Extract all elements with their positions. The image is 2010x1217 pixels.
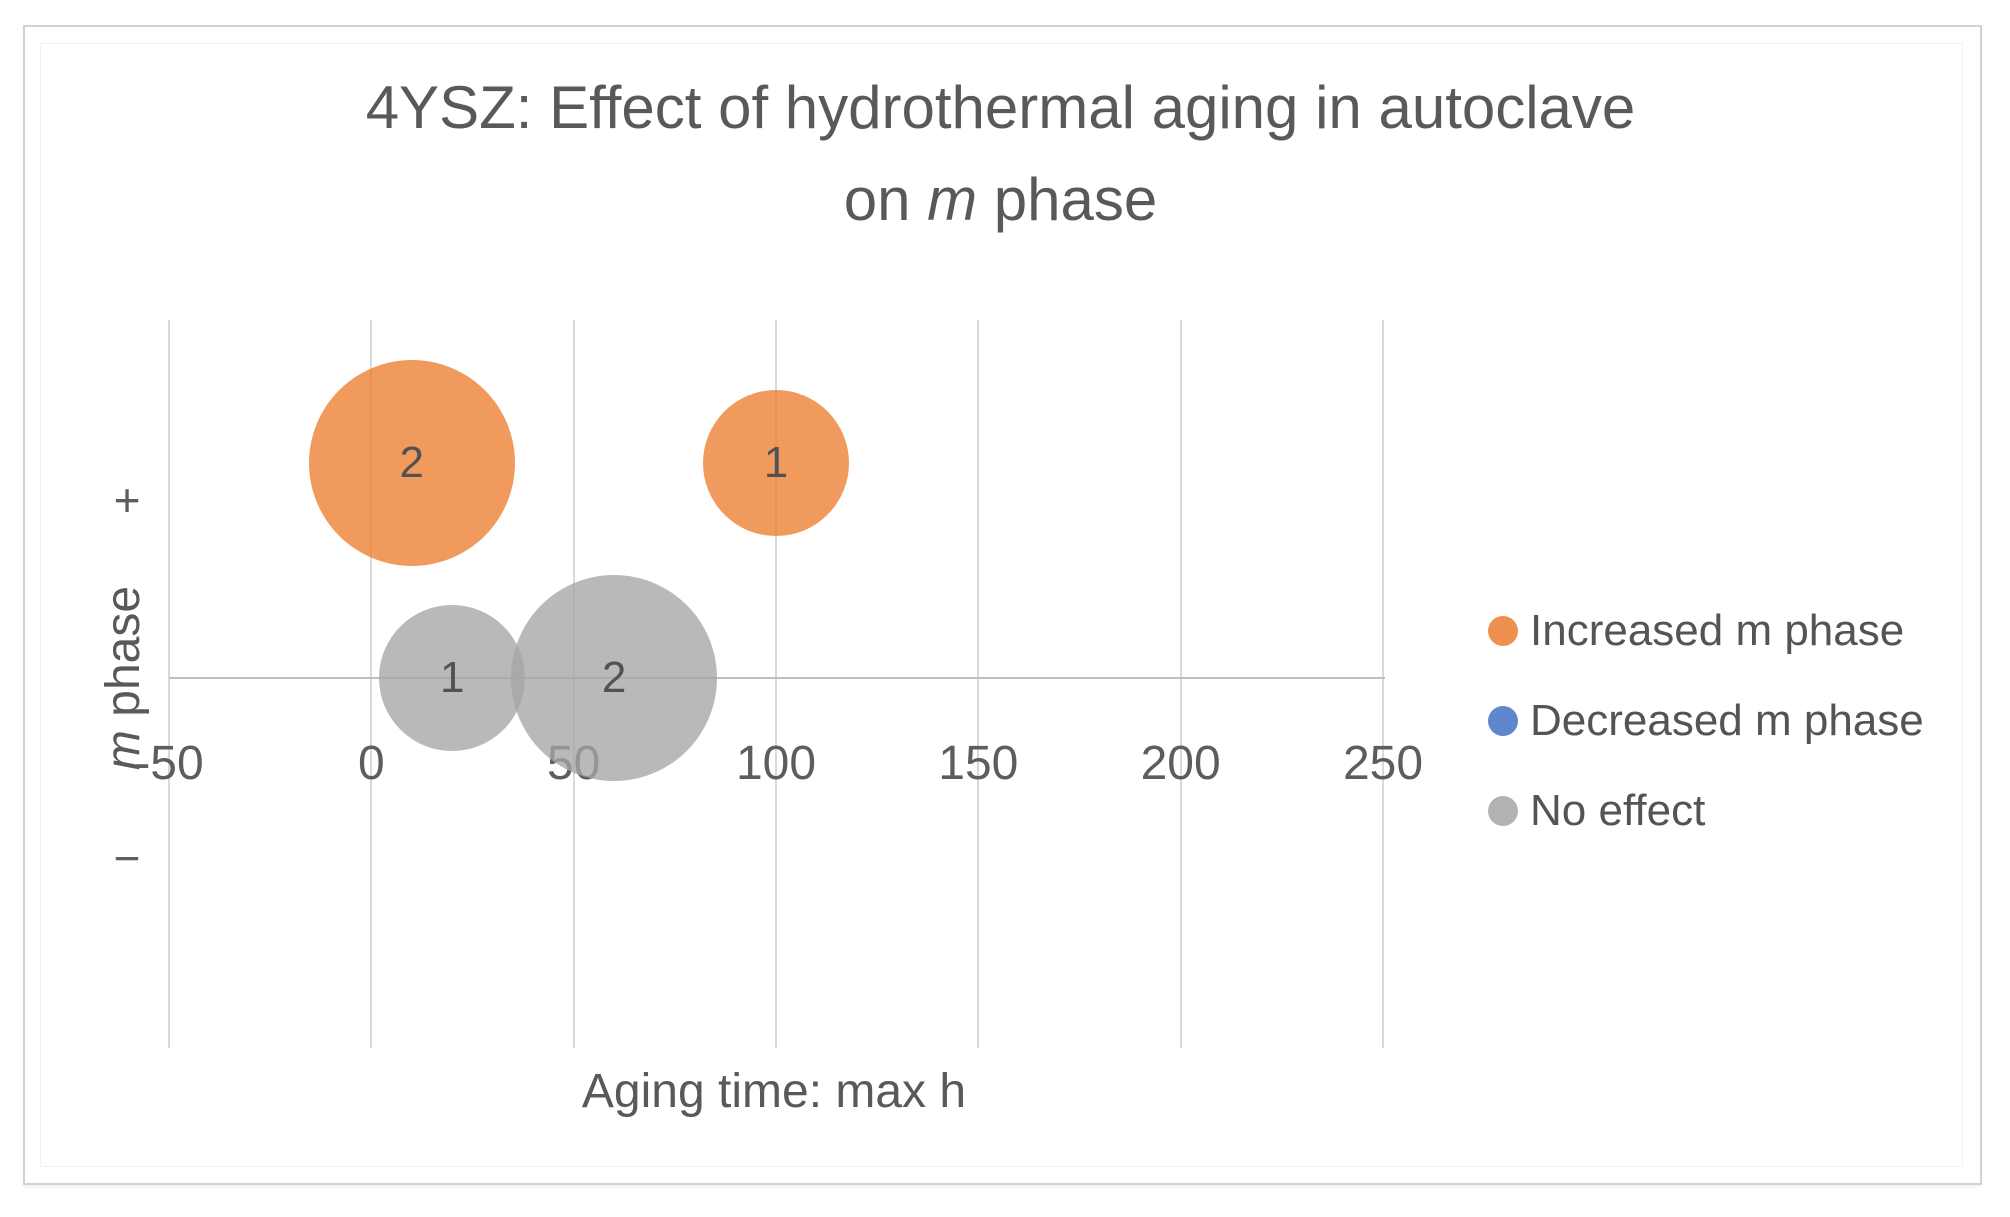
- x-axis-line: [169, 677, 1385, 679]
- chart-title: 4YSZ: Effect of hydrothermal aging in au…: [23, 62, 1978, 246]
- bubble-count-label: 1: [440, 653, 465, 702]
- x-tick-label-200: 200: [1140, 737, 1221, 790]
- bubble-count-label: 2: [399, 437, 425, 487]
- x-tick-label-250: 250: [1342, 737, 1424, 790]
- bubble-count-label: 1: [763, 438, 789, 487]
- legend-swatch-decreased-icon: [1488, 706, 1518, 736]
- chart-title-line1: 4YSZ: Effect of hydrothermal aging in au…: [365, 74, 1636, 141]
- gridline-x--50: [168, 320, 170, 1048]
- bubble-increased-m-phase-x100: 1: [703, 390, 849, 536]
- x-tick-label-0: 0: [357, 737, 385, 790]
- x-tick-label--50: -50: [134, 737, 204, 790]
- chart-title-line2-suffix: phase: [977, 166, 1158, 233]
- legend-swatch-no-effect-icon: [1488, 796, 1518, 826]
- gridline-x-100: [775, 320, 777, 1048]
- x-tick-label-150: 150: [938, 737, 1019, 790]
- chart-title-line2-m: m: [927, 166, 978, 233]
- gridline-x-0: [370, 320, 373, 1048]
- legend: Increased m phase Decreased m phase No e…: [1488, 604, 1924, 838]
- legend-label-decreased: Decreased m phase: [1530, 696, 1924, 745]
- y-tick-plus: +: [113, 474, 141, 526]
- bubble-no-effect-x60: 2: [510, 574, 718, 782]
- gridline-x-200: [1179, 320, 1182, 1048]
- gridline-x-250: [1382, 320, 1384, 1048]
- legend-label-increased: Increased m phase: [1530, 606, 1905, 655]
- x-tick-label-100: 100: [735, 737, 817, 790]
- gridline-x-150: [977, 320, 980, 1048]
- bubble-increased-m-phase-x10: 2: [308, 359, 516, 567]
- legend-swatch-increased-icon: [1488, 616, 1518, 646]
- chart-title-line2-prefix: on: [843, 166, 928, 233]
- bubble-no-effect-x20: 1: [379, 605, 526, 751]
- y-axis-title: m phase: [94, 478, 154, 878]
- chart-title-line2: on m phase: [23, 154, 1978, 246]
- chart-frame: [23, 25, 1982, 1185]
- legend-label-no-effect: No effect: [1530, 786, 1706, 835]
- legend-item-increased-m-phase: Increased m phase: [1488, 604, 1924, 658]
- legend-item-no-effect: No effect: [1488, 784, 1924, 838]
- y-tick-minus: −: [113, 832, 141, 884]
- y-axis-title-rest: phase: [97, 585, 150, 731]
- legend-item-decreased-m-phase: Decreased m phase: [1488, 694, 1924, 748]
- bubble-count-label: 2: [601, 652, 627, 702]
- x-axis-title: Aging time: max h: [581, 1065, 967, 1118]
